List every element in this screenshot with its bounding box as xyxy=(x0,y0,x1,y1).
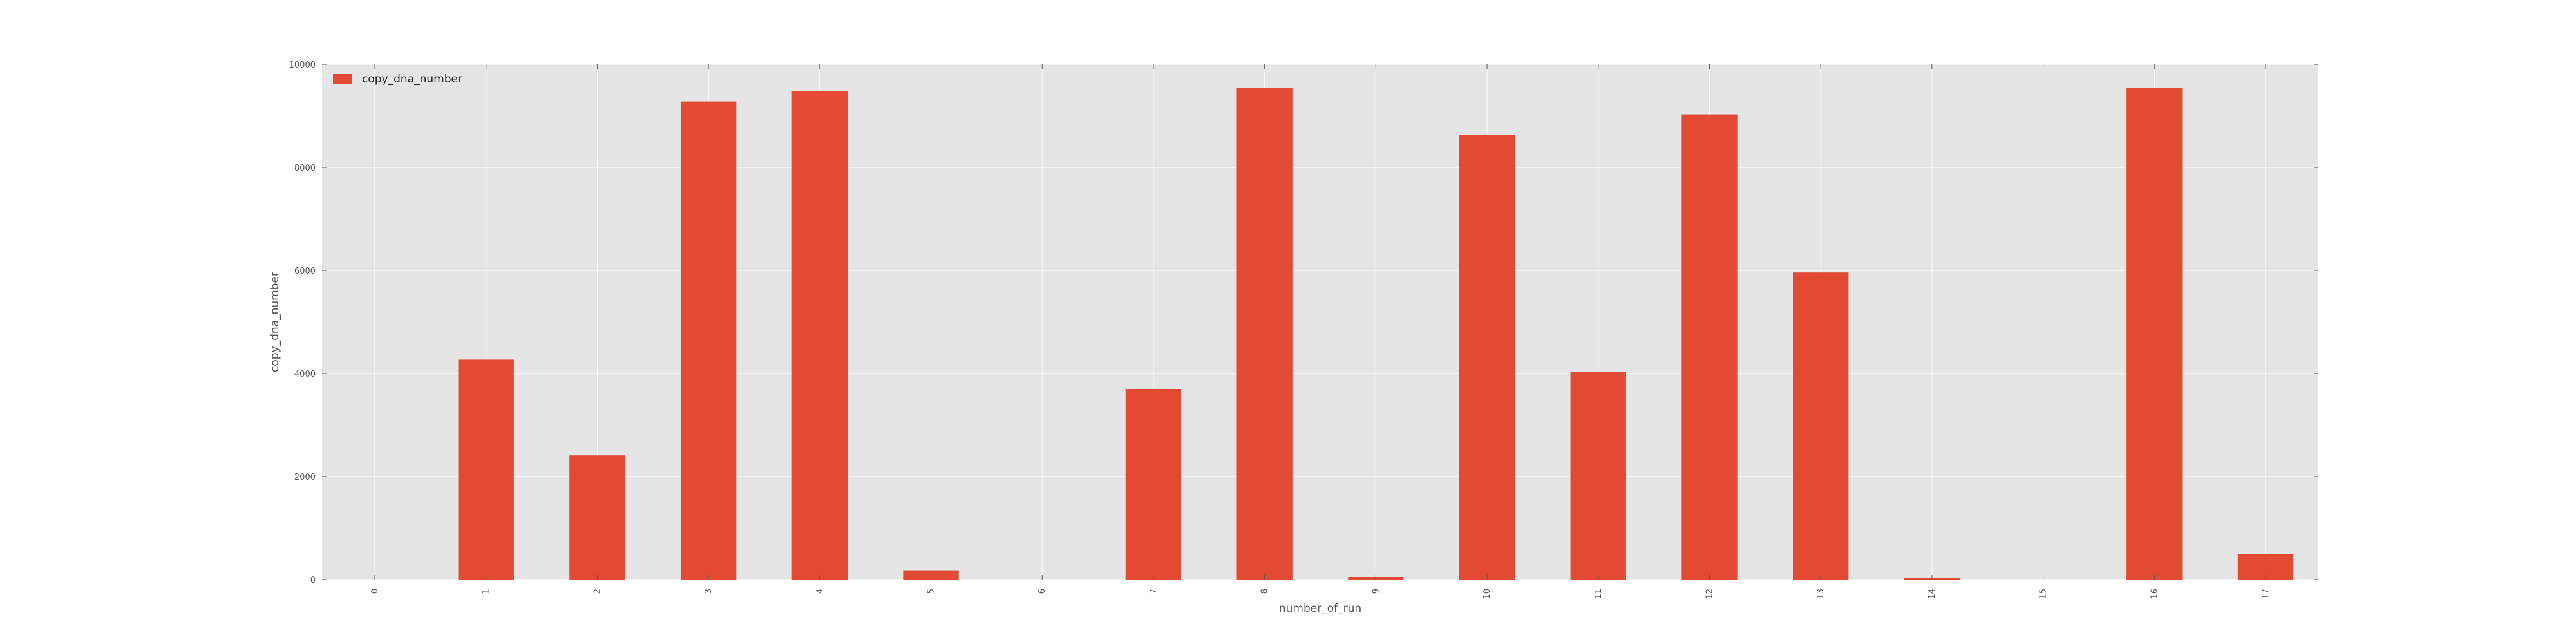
x-tick-labels: 0 1 2 3 4 5 6 7 8 9 10 11 12 13 14 15 16 17 xyxy=(370,589,2271,600)
x-tick-label: 14 xyxy=(1927,589,1937,600)
y-tick-label: 8000 xyxy=(294,164,316,173)
x-tick-label: 9 xyxy=(1371,589,1381,594)
plot-background xyxy=(322,64,2318,580)
bar xyxy=(458,359,514,580)
x-tick-label: 5 xyxy=(927,589,936,594)
bar xyxy=(1793,272,1849,580)
x-tick-label: 11 xyxy=(1594,589,1604,600)
bar xyxy=(1125,389,1182,580)
bar xyxy=(1459,135,1515,580)
y-tick-label: 10000 xyxy=(289,61,316,70)
y-tick-label: 6000 xyxy=(294,267,316,276)
bar xyxy=(791,91,848,580)
x-tick-label: 17 xyxy=(2261,589,2271,600)
x-tick-label: 6 xyxy=(1037,589,1047,594)
legend-swatch xyxy=(333,74,352,84)
bar xyxy=(1681,114,1738,580)
x-tick-label: 0 xyxy=(370,589,380,594)
x-tick-label: 7 xyxy=(1149,589,1159,594)
x-tick-label: 13 xyxy=(1816,589,1826,600)
y-tick-label: 4000 xyxy=(294,370,316,379)
legend-label: copy_dna_number xyxy=(362,73,462,86)
y-tick-label: 2000 xyxy=(294,473,316,482)
bar xyxy=(1236,88,1293,580)
bar xyxy=(569,455,625,580)
bar xyxy=(680,101,737,580)
x-tick-label: 8 xyxy=(1260,589,1270,594)
bar xyxy=(903,570,959,580)
x-tick-label: 16 xyxy=(2150,589,2159,600)
y-axis-label: copy_dna_number xyxy=(269,272,281,372)
axis-ticks xyxy=(322,64,2318,580)
x-tick-label: 10 xyxy=(1482,589,1492,600)
x-tick-label: 15 xyxy=(2039,589,2049,600)
bar xyxy=(1570,372,1626,580)
x-tick-label: 2 xyxy=(592,589,602,594)
x-tick-label: 1 xyxy=(482,589,491,594)
x-axis-label: number_of_run xyxy=(1279,602,1361,615)
y-tick-labels: 0 2000 4000 6000 8000 10000 xyxy=(289,61,316,585)
x-tick-label: 4 xyxy=(815,589,825,594)
x-tick-label: 12 xyxy=(1705,589,1714,600)
y-tick-label: 0 xyxy=(310,576,316,585)
bars xyxy=(458,88,2294,580)
x-tick-label: 3 xyxy=(704,589,714,594)
legend: copy_dna_number xyxy=(333,73,462,86)
bar xyxy=(2126,88,2183,580)
